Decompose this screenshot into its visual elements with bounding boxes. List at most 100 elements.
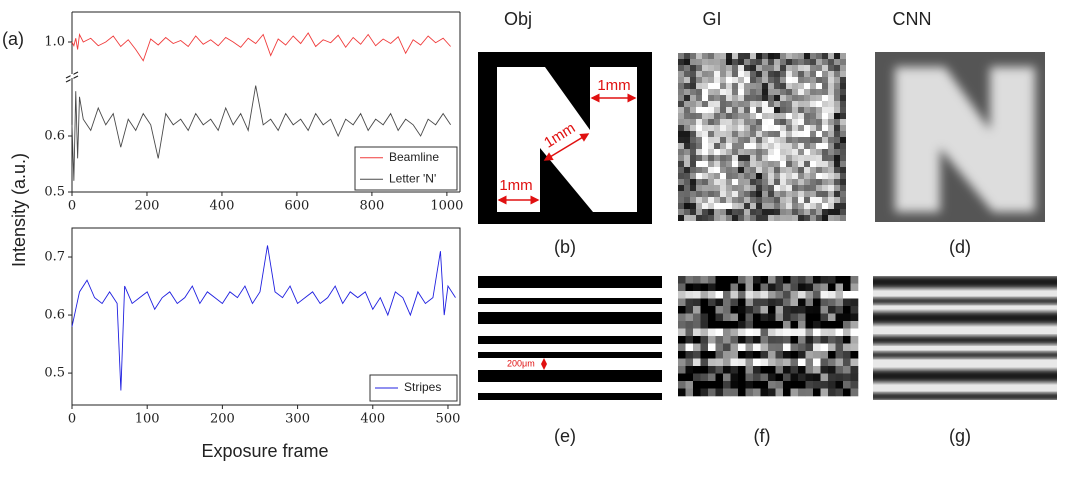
pixel (702, 149, 708, 155)
x-tick-label: 200 (135, 199, 160, 214)
pixel (792, 65, 798, 71)
pixel (840, 137, 846, 143)
pixel (700, 291, 709, 299)
pixel (726, 65, 732, 71)
pixel (798, 191, 804, 197)
pixel (798, 276, 806, 284)
pixel (696, 131, 702, 137)
pixel (756, 83, 762, 89)
pixel (780, 137, 786, 143)
pixel (775, 381, 784, 389)
pixel (820, 328, 829, 337)
pixel (696, 167, 702, 173)
pixel (810, 71, 816, 77)
pixel (708, 197, 714, 203)
pixel (822, 83, 828, 89)
pixel (813, 283, 821, 292)
pixel (834, 143, 840, 149)
pixel (805, 276, 814, 284)
pixel (822, 59, 828, 65)
pixel (804, 131, 810, 137)
pixel (813, 351, 821, 359)
pixel (732, 155, 738, 161)
pixel (732, 137, 738, 143)
pixel (715, 336, 724, 344)
pixel (700, 336, 709, 344)
pixel (798, 298, 806, 307)
pixel (732, 101, 738, 107)
pixel (690, 143, 696, 149)
pixel (768, 276, 776, 284)
pixel (792, 155, 798, 161)
pixel (835, 328, 844, 337)
pixel (696, 203, 702, 209)
pixel (762, 155, 768, 161)
legend-label: Letter 'N' (389, 171, 436, 185)
pixel (690, 149, 696, 155)
pixel (684, 77, 690, 83)
pixel (786, 215, 792, 221)
pixel (816, 203, 822, 209)
pixel (730, 381, 739, 389)
pixel (828, 291, 836, 299)
pixel (720, 203, 726, 209)
pixel (690, 173, 696, 179)
pixel (756, 155, 762, 161)
pixel (768, 351, 776, 359)
pixel (732, 83, 738, 89)
pixel (732, 119, 738, 125)
pixel (790, 366, 799, 374)
pixel (822, 185, 828, 191)
pixel (774, 137, 780, 143)
stripe (478, 336, 662, 344)
pixel (678, 137, 684, 143)
pixel (750, 185, 756, 191)
pixel (786, 71, 792, 77)
pixel (700, 373, 709, 382)
pixel (828, 343, 836, 352)
pixel (850, 381, 859, 389)
pixel (738, 107, 744, 113)
legend-label: Beamline (389, 150, 439, 164)
pixel (720, 137, 726, 143)
pixel (738, 298, 746, 307)
pixel (816, 119, 822, 125)
pixel (723, 366, 731, 374)
x-tick-label: 400 (360, 412, 385, 427)
pixel (768, 53, 774, 59)
pixel (780, 83, 786, 89)
pixel (726, 185, 732, 191)
pixel (745, 321, 754, 329)
pixel (750, 83, 756, 89)
pixel (714, 179, 720, 185)
pixel (714, 89, 720, 95)
pixel (820, 343, 829, 352)
pixel (690, 131, 696, 137)
pixel (744, 185, 750, 191)
pixel (774, 77, 780, 83)
pixel (828, 155, 834, 161)
pixel (685, 351, 694, 359)
pixel (850, 291, 859, 299)
pixel (760, 358, 769, 367)
pixel (840, 125, 846, 131)
pixel (840, 143, 846, 149)
pixel (843, 276, 851, 284)
pixel (738, 276, 746, 284)
pixel (738, 71, 744, 77)
pixel (750, 143, 756, 149)
pixel (750, 113, 756, 119)
pixel (780, 65, 786, 71)
pixel (726, 197, 732, 203)
pixel (828, 197, 834, 203)
pixel (700, 306, 709, 314)
stripe (478, 352, 662, 358)
pixel (804, 107, 810, 113)
pixel (813, 381, 821, 389)
pixel (700, 276, 709, 284)
pixel (804, 53, 810, 59)
pixel (792, 107, 798, 113)
pixel (726, 119, 732, 125)
pixel (774, 191, 780, 197)
pixel (715, 366, 724, 374)
